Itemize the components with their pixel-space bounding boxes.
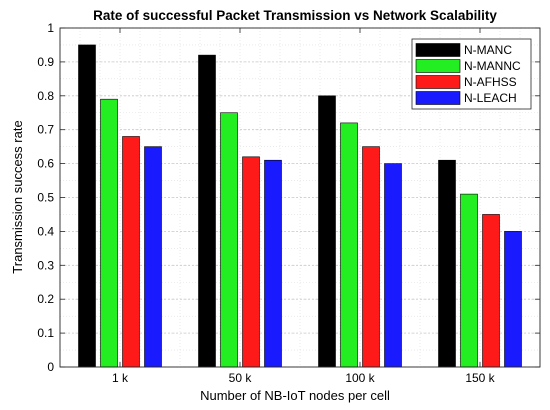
y-tick-label: 0.4 bbox=[37, 224, 54, 238]
bar-n-manc-50k bbox=[198, 54, 216, 368]
x-tick-label: 50 k bbox=[229, 371, 253, 385]
bar-n-mannc-1k bbox=[100, 98, 118, 368]
bar-n-manc-100k bbox=[318, 95, 336, 368]
legend-swatch-n-leach bbox=[415, 91, 461, 105]
y-axis-label: Transmission success rate bbox=[10, 120, 25, 273]
bar-n-leach-1k bbox=[144, 146, 162, 368]
y-tick-label: 0.2 bbox=[37, 292, 54, 306]
legend-label-n-leach: N-LEACH bbox=[464, 91, 517, 105]
bar-n-mannc-50k bbox=[220, 112, 238, 368]
y-tick-label: 0.9 bbox=[37, 55, 54, 69]
y-tick-label: 0.5 bbox=[37, 191, 54, 205]
y-tick-label: 1 bbox=[47, 21, 54, 35]
y-tick-label: 0.8 bbox=[37, 89, 54, 103]
y-tick-label: 0.1 bbox=[37, 326, 54, 340]
y-tick-label: 0.3 bbox=[37, 258, 54, 272]
bar-n-leach-50k bbox=[264, 159, 282, 368]
legend-label-n-manc: N-MANC bbox=[464, 43, 512, 57]
bar-n-leach-100k bbox=[384, 163, 402, 368]
legend-swatch-n-mannc bbox=[415, 59, 461, 73]
x-tick-label: 100 k bbox=[345, 371, 375, 385]
x-tick-label: 1 k bbox=[112, 371, 129, 385]
y-tick-label: 0 bbox=[47, 360, 54, 374]
bar-n-afhss-100k bbox=[362, 146, 380, 368]
y-tick-label: 0.7 bbox=[37, 123, 54, 137]
bar-n-mannc-150k bbox=[460, 193, 478, 368]
bar-n-mannc-100k bbox=[340, 122, 358, 368]
bar-n-manc-150k bbox=[438, 159, 456, 368]
legend-label-n-mannc: N-MANNC bbox=[464, 59, 521, 73]
legend-swatch-n-manc bbox=[415, 43, 461, 57]
axes: 0 0.1 0.2 0.3 0.4 0.5 0.6 0.7 0.8 0.9 1 1 k 50 k 100 … bbox=[37, 21, 541, 385]
x-axis-label: Number of NB-IoT nodes per cell bbox=[200, 388, 390, 403]
bar-n-afhss-1k bbox=[122, 136, 140, 368]
legend-label-n-afhss: N-AFHSS bbox=[464, 75, 517, 89]
bar-n-afhss-50k bbox=[242, 156, 260, 368]
chart-title: Rate of successful Packet Transmission v… bbox=[93, 8, 497, 23]
legend: N-MANC N-MANNC N-AFHSS N-LEACH bbox=[411, 38, 532, 110]
legend-swatch-n-afhss bbox=[415, 75, 461, 89]
bar-n-manc-1k bbox=[78, 44, 96, 368]
bars bbox=[78, 44, 522, 368]
y-tick-label: 0.6 bbox=[37, 157, 54, 171]
bar-n-afhss-150k bbox=[482, 214, 500, 368]
bar-n-leach-150k bbox=[504, 231, 522, 368]
x-tick-label: 150 k bbox=[465, 371, 495, 385]
